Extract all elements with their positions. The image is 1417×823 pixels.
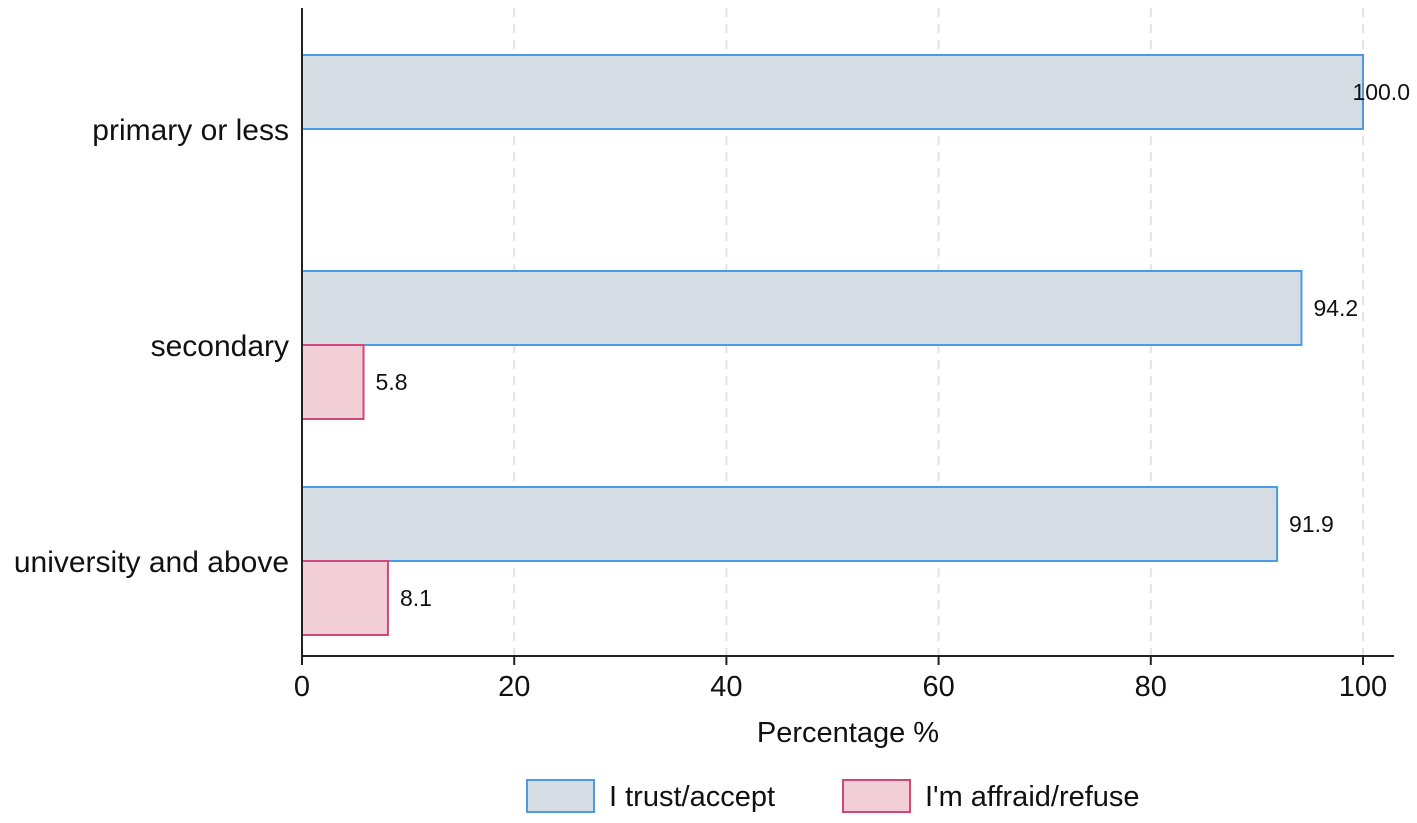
axes	[301, 8, 1394, 665]
x-tick-label: 80	[1135, 671, 1167, 703]
x-tick-label: 60	[922, 671, 954, 703]
bar	[301, 486, 1279, 562]
legend-label: I'm affraid/refuse	[925, 781, 1140, 813]
legend: I trust/accept I'm affraid/refuse	[526, 779, 1140, 813]
data-label: 100.0	[1352, 79, 1410, 105]
category-label: secondary	[151, 330, 289, 363]
bar	[301, 344, 365, 420]
x-tick-label: 20	[498, 671, 530, 703]
category-label: primary or less	[92, 114, 289, 147]
bar	[301, 560, 389, 636]
labels: 0 20 40 60 80 100 primary or less 100.0 secondar…	[14, 79, 1410, 703]
data-label: 5.8	[376, 369, 408, 395]
category-label: university and above	[14, 546, 289, 579]
bar	[301, 270, 1303, 346]
x-axis-title: Percentage %	[757, 717, 939, 749]
bars	[301, 54, 1364, 636]
data-label: 94.2	[1313, 295, 1358, 321]
data-label: 8.1	[400, 585, 432, 611]
legend-swatch	[526, 779, 595, 813]
data-label: 91.9	[1289, 511, 1334, 537]
bar	[301, 54, 1364, 130]
legend-swatch	[842, 779, 911, 813]
x-tick-label: 40	[710, 671, 742, 703]
x-tick-label: 0	[294, 671, 310, 703]
legend-label: I trust/accept	[609, 781, 775, 813]
x-tick-label: 100	[1339, 671, 1387, 703]
